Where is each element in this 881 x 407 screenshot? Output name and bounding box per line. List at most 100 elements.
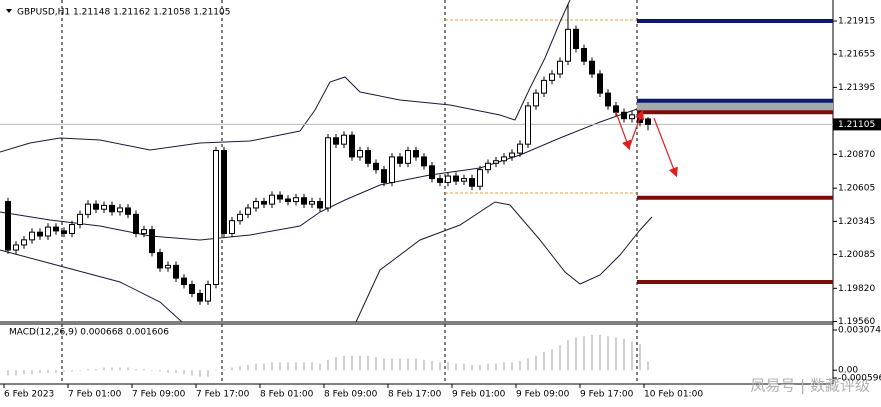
- candle-body: [61, 230, 67, 234]
- candle-body: [421, 156, 427, 167]
- macd-bar: [399, 358, 401, 371]
- x-tick-label: 9 Feb 17:00: [580, 390, 634, 400]
- candle-body: [397, 156, 403, 164]
- y-tick-label: 1.20085: [838, 250, 875, 260]
- candle-body: [549, 73, 555, 81]
- candle-body: [53, 226, 59, 232]
- macd-bar: [111, 367, 113, 371]
- candle-body: [21, 239, 27, 246]
- macd-bar: [151, 370, 153, 371]
- macd-bar: [167, 370, 169, 373]
- candle-body: [93, 203, 99, 210]
- macd-bar: [407, 358, 409, 371]
- macd-bar: [599, 334, 601, 371]
- candle-body: [437, 178, 443, 183]
- candle-body: [317, 201, 323, 209]
- macd-bar: [23, 370, 25, 375]
- macd-bar: [191, 370, 193, 376]
- macd-bar: [103, 367, 105, 371]
- macd-bar: [375, 357, 377, 371]
- macd-bar: [63, 370, 65, 372]
- macd-bar: [495, 363, 497, 371]
- macd-bar: [431, 361, 433, 371]
- candle-body: [429, 165, 435, 180]
- macd-bar: [583, 336, 585, 371]
- candle-body: [5, 201, 11, 251]
- x-tick-label: 7 Feb 01:00: [68, 390, 122, 400]
- candle-body: [613, 105, 619, 113]
- candle-body: [301, 197, 307, 205]
- macd-bar: [231, 367, 233, 371]
- candle-body: [189, 283, 195, 294]
- macd-bar: [631, 341, 633, 371]
- candle-body: [181, 277, 187, 285]
- macd-bar: [511, 362, 513, 371]
- candle-body: [77, 213, 83, 226]
- y-tick-label: -0.000596: [838, 374, 881, 384]
- candle-body: [205, 283, 211, 302]
- macd-bar: [543, 351, 545, 371]
- x-tick-label: 7 Feb 17:00: [196, 390, 250, 400]
- candle-body: [597, 73, 603, 94]
- x-tick-label: 6 Feb 2023: [4, 390, 54, 400]
- range-lines: [445, 19, 637, 194]
- candle-body: [341, 134, 347, 145]
- macd-bar: [15, 370, 17, 376]
- macd-bar: [623, 338, 625, 371]
- y-tick-label: 1.20345: [838, 217, 875, 227]
- candle-body: [141, 229, 147, 234]
- candle-body: [485, 162, 491, 171]
- candle-body: [501, 156, 507, 162]
- macd-bar: [79, 370, 81, 371]
- macd-bar: [159, 370, 161, 372]
- macd-title: MACD(12,26,9) 0.000668 0.001606: [9, 328, 169, 338]
- macd-bar: [95, 368, 97, 371]
- collapse-icon: [6, 9, 12, 13]
- macd-bar: [303, 362, 305, 371]
- candle-body: [357, 150, 363, 158]
- candle-body: [565, 28, 571, 62]
- macd-bar: [327, 359, 329, 371]
- current-price-box: [833, 118, 881, 131]
- macd-bar: [471, 364, 473, 371]
- candle-body: [453, 175, 459, 182]
- macd-bar: [479, 364, 481, 371]
- macd-bar: [143, 368, 145, 371]
- candle-body: [293, 197, 299, 203]
- candle-body: [157, 252, 163, 269]
- macd-bar: [527, 358, 529, 371]
- macd-bar: [639, 344, 641, 371]
- macd-bar: [503, 362, 505, 371]
- candle-body: [381, 169, 387, 183]
- x-tick-label: 10 Feb 01:00: [644, 390, 703, 400]
- y-tick-label: 1.21655: [838, 50, 875, 60]
- macd-bar: [135, 368, 137, 371]
- macd-bar: [311, 362, 313, 371]
- candle-body: [629, 114, 635, 120]
- candle-body: [517, 143, 523, 154]
- candle-body: [349, 134, 355, 158]
- macd-bar: [591, 334, 593, 371]
- candle-body: [445, 175, 451, 183]
- candle-body: [237, 213, 243, 222]
- macd-bar: [423, 359, 425, 371]
- macd-bar: [463, 363, 465, 371]
- macd-bar: [319, 363, 321, 371]
- candle-body: [29, 231, 35, 241]
- candle-body: [109, 204, 115, 213]
- macd-bar: [455, 363, 457, 371]
- macd-bar: [647, 361, 649, 371]
- candle-body: [525, 105, 531, 145]
- projection-arrows: [615, 109, 678, 178]
- macd-bar: [391, 358, 393, 371]
- candle-body: [389, 156, 395, 183]
- macd-bar: [175, 370, 177, 373]
- macd-bar: [519, 361, 521, 371]
- candle-body: [589, 60, 595, 75]
- macd-bar: [295, 362, 297, 371]
- y-tick-label: 1.20605: [838, 184, 875, 194]
- macd-bar: [39, 370, 41, 373]
- candle-body: [173, 264, 179, 279]
- watermark: 凤易号 | 数藏评级: [750, 377, 870, 395]
